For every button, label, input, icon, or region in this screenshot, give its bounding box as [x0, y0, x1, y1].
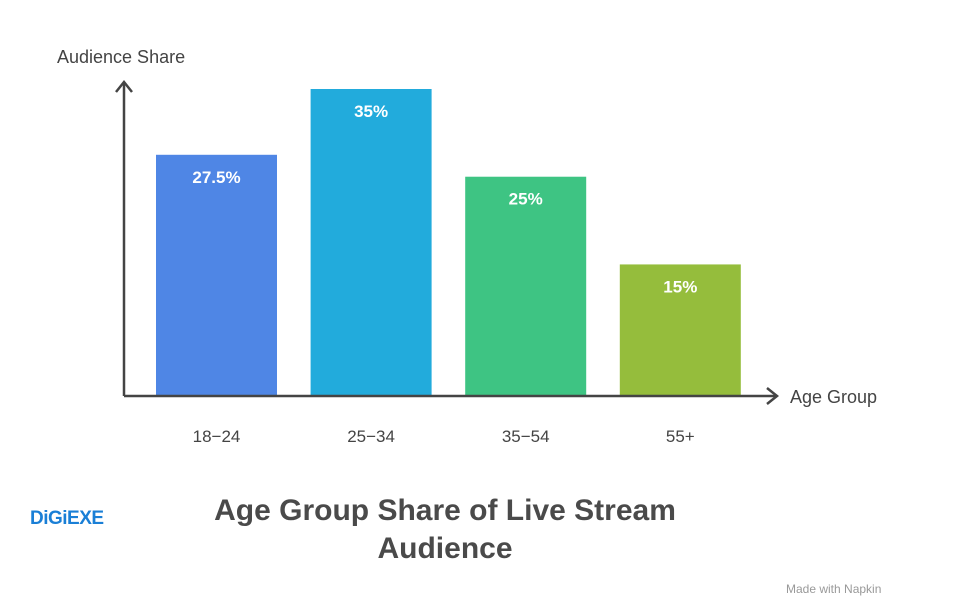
x-tick-label: 25−34 — [347, 427, 395, 446]
bar-3 — [619, 264, 741, 396]
bar-0 — [156, 154, 277, 396]
bar-chart: 27.5% 18−24 35% 25−34 25% 35−54 15% 55+ Audienc… — [57, 47, 877, 446]
logo: DiGiEXE — [30, 508, 104, 529]
x-tick-label: 18−24 — [193, 427, 241, 446]
y-axis-label: Audience Share — [57, 47, 185, 67]
bar-1 — [310, 89, 432, 396]
data-label: 35% — [354, 102, 388, 121]
footer-credit: Made with Napkin — [786, 582, 882, 596]
x-axis-arrow-icon — [766, 387, 780, 405]
x-tick-label: 55+ — [666, 427, 695, 446]
data-label: 15% — [663, 277, 697, 296]
x-axis-label: Age Group — [790, 387, 877, 407]
data-label: 27.5% — [192, 168, 240, 187]
x-tick-label: 35−54 — [502, 427, 550, 446]
bar-2 — [465, 176, 587, 396]
y-axis-arrow-icon — [115, 79, 133, 93]
data-label: 25% — [509, 190, 543, 209]
chart-title: Age Group Share of Live Stream Audience — [214, 494, 676, 565]
